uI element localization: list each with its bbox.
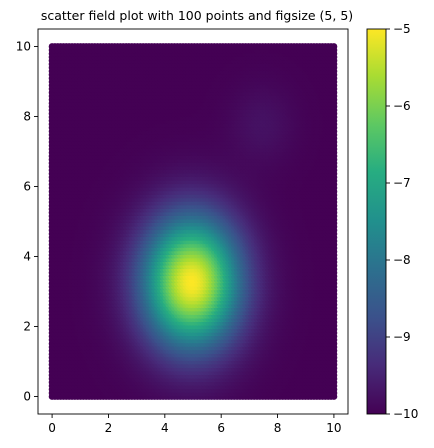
chart-title: scatter field plot with 100 points and f… [41,8,353,23]
scatter-field [48,43,338,400]
